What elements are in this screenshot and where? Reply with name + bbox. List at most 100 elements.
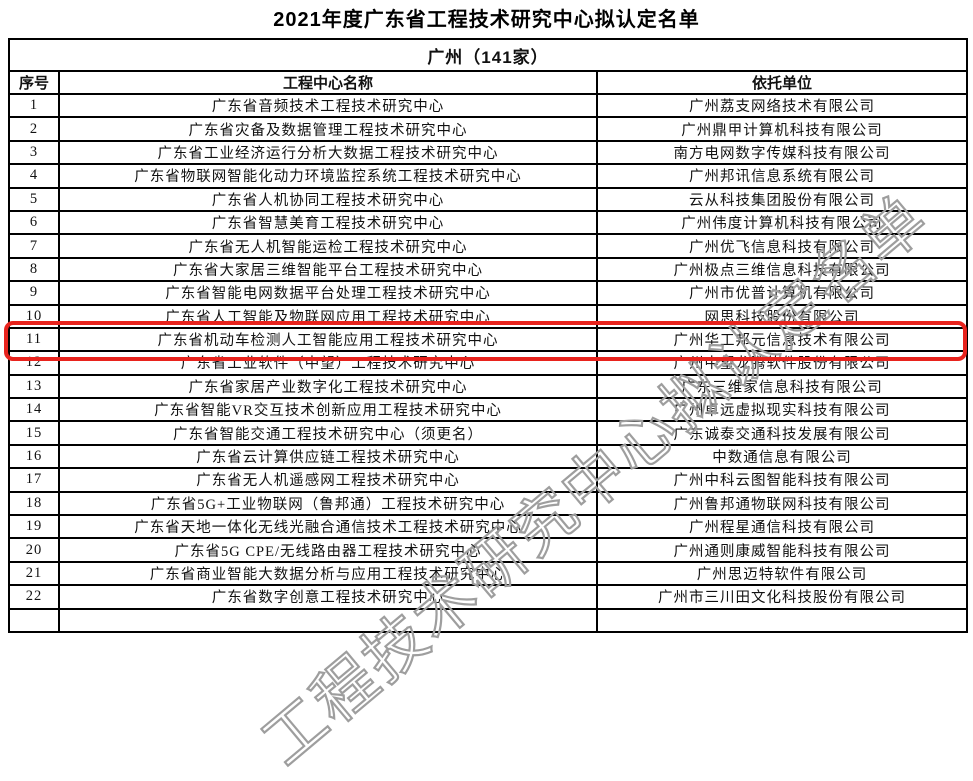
table-row: 20 广东省5G CPE/无线路由器工程技术研究中心 广州通则康威智能科技有限公司 [8, 537, 968, 563]
row-index-cell: 11 [8, 326, 60, 353]
table-row: 9 广东省智能电网数据平台处理工程技术研究中心 广州市优普计算机有限公司 [8, 280, 968, 306]
table-row: 7 广东省无人机智能运检工程技术研究中心 广州优飞信息科技有限公司 [8, 233, 968, 259]
supporting-unit-cell: 广州市优普计算机有限公司 [596, 280, 968, 306]
center-name-cell: 广东省物联网智能化动力环境监控系统工程技术研究中心 [58, 163, 598, 189]
row-index-cell: 16 [8, 443, 60, 470]
center-name-cell: 广东省无人机遥感网工程技术研究中心 [58, 467, 598, 493]
supporting-unit-cell: 广州中科云图智能科技有限公司 [596, 467, 968, 493]
supporting-unit-cell: 广州邦讯信息系统有限公司 [596, 163, 968, 189]
row-index-cell: 21 [8, 560, 60, 587]
center-name-cell: 广东省智能VR交互技术创新应用工程技术研究中心 [58, 397, 598, 423]
table-row: 2 广东省灾备及数据管理工程技术研究中心 广州鼎甲计算机科技有限公司 [8, 116, 968, 142]
supporting-unit-cell: 广东诚泰交通科技发展有限公司 [596, 420, 968, 446]
center-name-cell: 广东省数字创意工程技术研究中心 [58, 584, 598, 610]
center-name-cell: 广东省音频技术工程技术研究中心 [58, 92, 598, 119]
center-name-cell: 广东省无人机智能运检工程技术研究中心 [58, 233, 598, 259]
center-name-cell: 广东省5G+工业物联网（鲁邦通）工程技术研究中心 [58, 490, 598, 517]
supporting-unit-cell: 广州荔支网络技术有限公司 [596, 92, 968, 119]
center-name-cell: 广东省5G CPE/无线路由器工程技术研究中心 [58, 537, 598, 563]
table-row: 5 广东省人机协同工程技术研究中心 云从科技集团股份有限公司 [8, 186, 968, 212]
table-row: 15 广东省智能交通工程技术研究中心（须更名） 广东诚泰交通科技发展有限公司 [8, 420, 968, 446]
row-index-cell: 14 [8, 397, 60, 423]
supporting-unit-cell: 广东三维家信息科技有限公司 [596, 373, 968, 400]
supporting-unit-cell: 广州华工邦元信息技术有限公司 [596, 326, 968, 353]
center-name-cell: 广东省智能电网数据平台处理工程技术研究中心 [58, 280, 598, 306]
table-row: 4 广东省物联网智能化动力环境监控系统工程技术研究中心 广州邦讯信息系统有限公司 [8, 163, 968, 189]
table-row: 6 广东省智慧美育工程技术研究中心 广州伟度计算机科技有限公司 [8, 209, 968, 236]
table-row: 3 广东省工业经济运行分析大数据工程技术研究中心 南方电网数字传媒科技有限公司 [8, 139, 968, 166]
center-name-cell: 广东省工业软件（中望）工程技术研究中心 [58, 350, 598, 376]
column-header-unit: 依托单位 [596, 70, 968, 95]
supporting-unit-cell: 广州伟度计算机科技有限公司 [596, 209, 968, 236]
table-row: 10 广东省人工智能及物联网应用工程技术研究中心 网思科技股份有限公司 [8, 303, 968, 329]
row-index-cell: 9 [8, 280, 60, 306]
supporting-unit-cell: 云从科技集团股份有限公司 [596, 186, 968, 212]
row-index-cell: 20 [8, 537, 60, 563]
supporting-unit-cell: 广州鼎甲计算机科技有限公司 [596, 116, 968, 142]
supporting-unit-cell: 网思科技股份有限公司 [596, 303, 968, 329]
center-name-cell: 广东省商业智能大数据分析与应用工程技术研究中心 [58, 560, 598, 587]
center-name-cell: 广东省人工智能及物联网应用工程技术研究中心 [58, 303, 598, 329]
row-index-cell: 22 [8, 584, 60, 610]
supporting-unit-cell: 广州市三川田文化科技股份有限公司 [596, 584, 968, 610]
empty-cell [58, 607, 598, 634]
table-row: 11 广东省机动车检测人工智能应用工程技术研究中心 广州华工邦元信息技术有限公司 [8, 326, 968, 353]
supporting-unit-cell: 广州通则康威智能科技有限公司 [596, 537, 968, 563]
page-title: 2021年度广东省工程技术研究中心拟认定名单 [273, 9, 700, 31]
table-row-partial [8, 607, 968, 634]
table-row: 19 广东省天地一体化无线光融合通信技术工程技术研究中心 广州程星通信科技有限公司 [8, 514, 968, 540]
row-index-cell: 4 [8, 163, 60, 189]
row-index-cell: 2 [8, 116, 60, 142]
supporting-unit-cell: 广州优飞信息科技有限公司 [596, 233, 968, 259]
table-row: 8 广东省大家居三维智能平台工程技术研究中心 广州极点三维信息科技有限公司 [8, 256, 968, 283]
row-index-cell: 6 [8, 209, 60, 236]
center-name-cell: 广东省大家居三维智能平台工程技术研究中心 [58, 256, 598, 283]
row-index-cell: 19 [8, 514, 60, 540]
table-row: 16 广东省云计算供应链工程技术研究中心 中数通信息有限公司 [8, 443, 968, 470]
supporting-unit-cell: 中数通信息有限公司 [596, 443, 968, 470]
row-index-cell: 13 [8, 373, 60, 400]
row-index-cell: 7 [8, 233, 60, 259]
row-index-cell: 5 [8, 186, 60, 212]
supporting-unit-cell: 广州极点三维信息科技有限公司 [596, 256, 968, 283]
center-list-table: 广州（141家） 序号 工程中心名称 依托单位 1 广东省音频技术工程技术研究中心… [8, 38, 968, 634]
row-index-cell: 17 [8, 467, 60, 493]
empty-cell [8, 607, 60, 634]
row-index-cell: 15 [8, 420, 60, 446]
row-index-cell: 3 [8, 139, 60, 166]
table-row: 13 广东省家居产业数字化工程技术研究中心 广东三维家信息科技有限公司 [8, 373, 968, 400]
supporting-unit-cell: 广州程星通信科技有限公司 [596, 514, 968, 540]
row-index-cell: 1 [8, 92, 60, 119]
supporting-unit-cell: 广州思迈特软件有限公司 [596, 560, 968, 587]
column-header-row: 序号 工程中心名称 依托单位 [8, 70, 968, 95]
supporting-unit-cell: 南方电网数字传媒科技有限公司 [596, 139, 968, 166]
center-name-cell: 广东省人机协同工程技术研究中心 [58, 186, 598, 212]
center-name-cell: 广东省灾备及数据管理工程技术研究中心 [58, 116, 598, 142]
center-name-cell: 广东省智慧美育工程技术研究中心 [58, 209, 598, 236]
table-row: 14 广东省智能VR交互技术创新应用工程技术研究中心 广州卓远虚拟现实科技有限公司 [8, 397, 968, 423]
empty-cell [596, 607, 968, 634]
table-row: 1 广东省音频技术工程技术研究中心 广州荔支网络技术有限公司 [8, 92, 968, 119]
column-header-center-name: 工程中心名称 [58, 70, 598, 95]
row-index-cell: 18 [8, 490, 60, 517]
row-index-cell: 8 [8, 256, 60, 283]
table-row: 12 广东省工业软件（中望）工程技术研究中心 广州中望龙腾软件股份有限公司 [8, 350, 968, 376]
region-header: 广州（141家） [8, 38, 968, 72]
supporting-unit-cell: 广州卓远虚拟现实科技有限公司 [596, 397, 968, 423]
center-name-cell: 广东省天地一体化无线光融合通信技术工程技术研究中心 [58, 514, 598, 540]
table-row: 21 广东省商业智能大数据分析与应用工程技术研究中心 广州思迈特软件有限公司 [8, 560, 968, 587]
table-row: 22 广东省数字创意工程技术研究中心 广州市三川田文化科技股份有限公司 [8, 584, 968, 610]
column-header-index: 序号 [8, 70, 60, 95]
supporting-unit-cell: 广州中望龙腾软件股份有限公司 [596, 350, 968, 376]
center-name-cell: 广东省云计算供应链工程技术研究中心 [58, 443, 598, 470]
row-index-cell: 12 [8, 350, 60, 376]
row-index-cell: 10 [8, 303, 60, 329]
supporting-unit-cell: 广州鲁邦通物联网科技有限公司 [596, 490, 968, 517]
table-row: 17 广东省无人机遥感网工程技术研究中心 广州中科云图智能科技有限公司 [8, 467, 968, 493]
center-name-cell: 广东省家居产业数字化工程技术研究中心 [58, 373, 598, 400]
table-row: 18 广东省5G+工业物联网（鲁邦通）工程技术研究中心 广州鲁邦通物联网科技有限公司 [8, 490, 968, 517]
center-name-cell: 广东省机动车检测人工智能应用工程技术研究中心 [58, 326, 598, 353]
center-name-cell: 广东省智能交通工程技术研究中心（须更名） [58, 420, 598, 446]
region-header-row: 广州（141家） [8, 38, 968, 72]
center-name-cell: 广东省工业经济运行分析大数据工程技术研究中心 [58, 139, 598, 166]
